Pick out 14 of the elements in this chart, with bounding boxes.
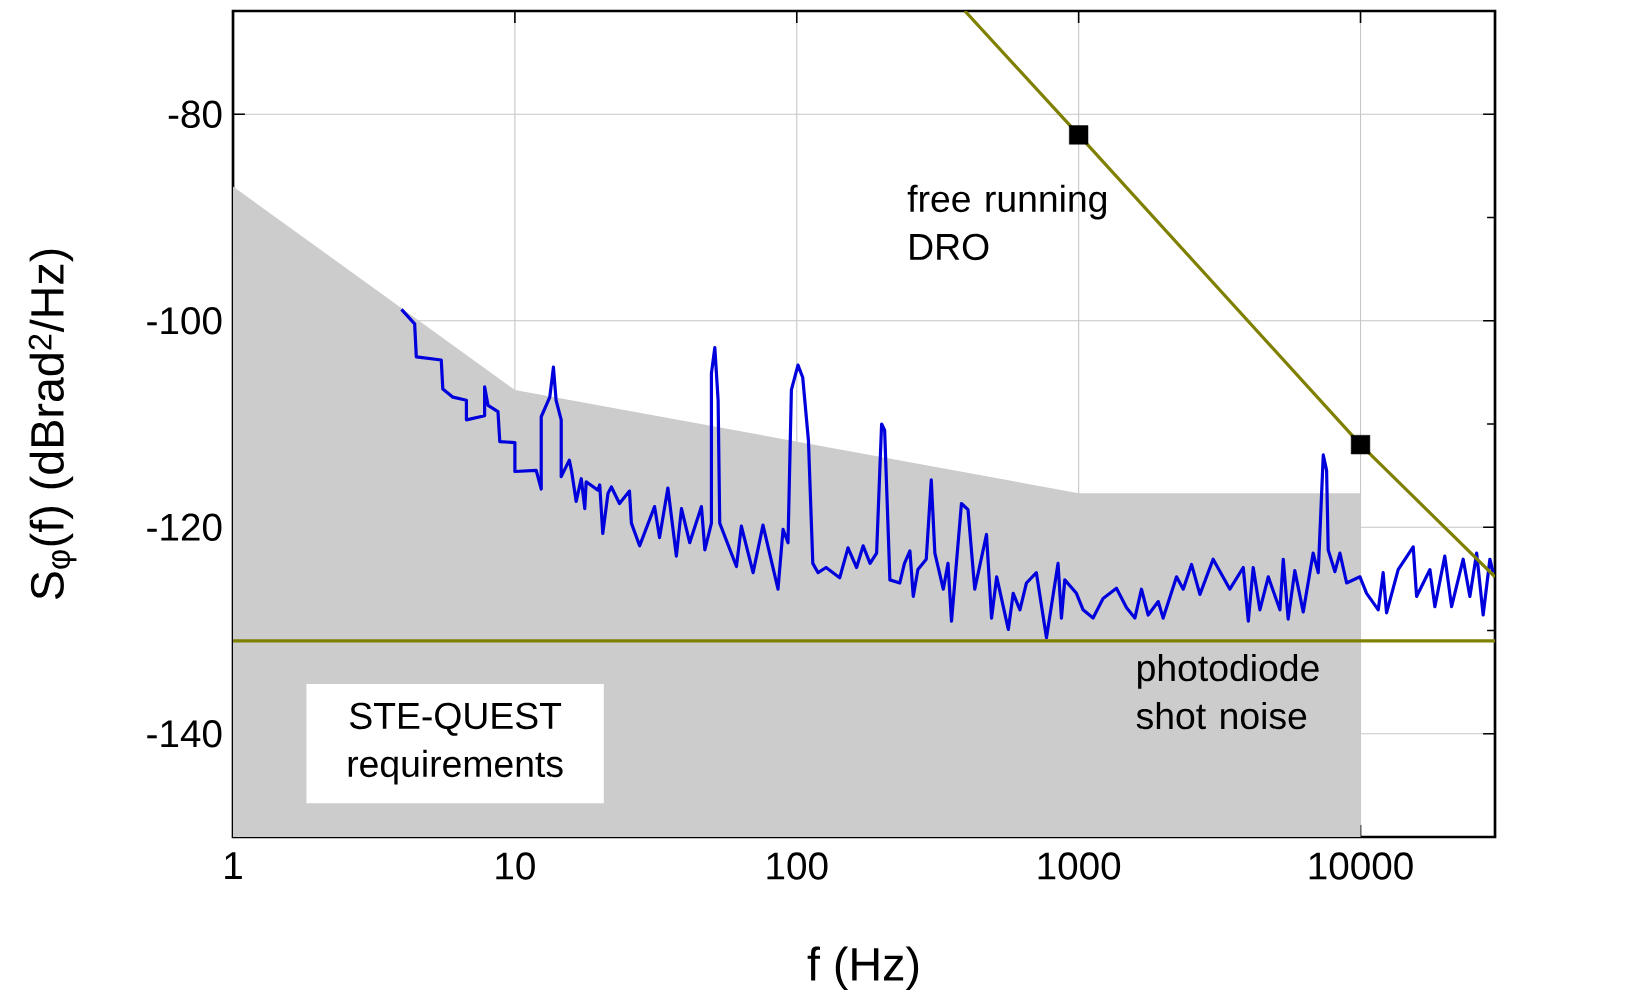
x-tick-label: 10 xyxy=(496,852,535,880)
x-tick-label: 10000 xyxy=(1309,852,1413,880)
x-axis-title: f (Hz) xyxy=(807,946,919,991)
y-tick-label: -80 xyxy=(168,100,222,128)
y-axis-title: S$_{φ}$(f) (dBrad$^{2}$/Hz) xyxy=(28,249,77,600)
series-label: free running DRO xyxy=(907,184,1107,261)
ref-line-label: photodiode shot noise xyxy=(1136,653,1319,730)
x-tick-label: 100 xyxy=(767,852,828,880)
y-tick-label: -100 xyxy=(147,307,222,335)
y-tick-label: -120 xyxy=(147,513,222,541)
x-tick-label: 1000 xyxy=(1038,852,1121,880)
series-label: STE-QUEST requirements xyxy=(348,702,563,785)
x-tick-label: 1 xyxy=(225,852,242,879)
y-tick-label: -140 xyxy=(147,720,222,748)
